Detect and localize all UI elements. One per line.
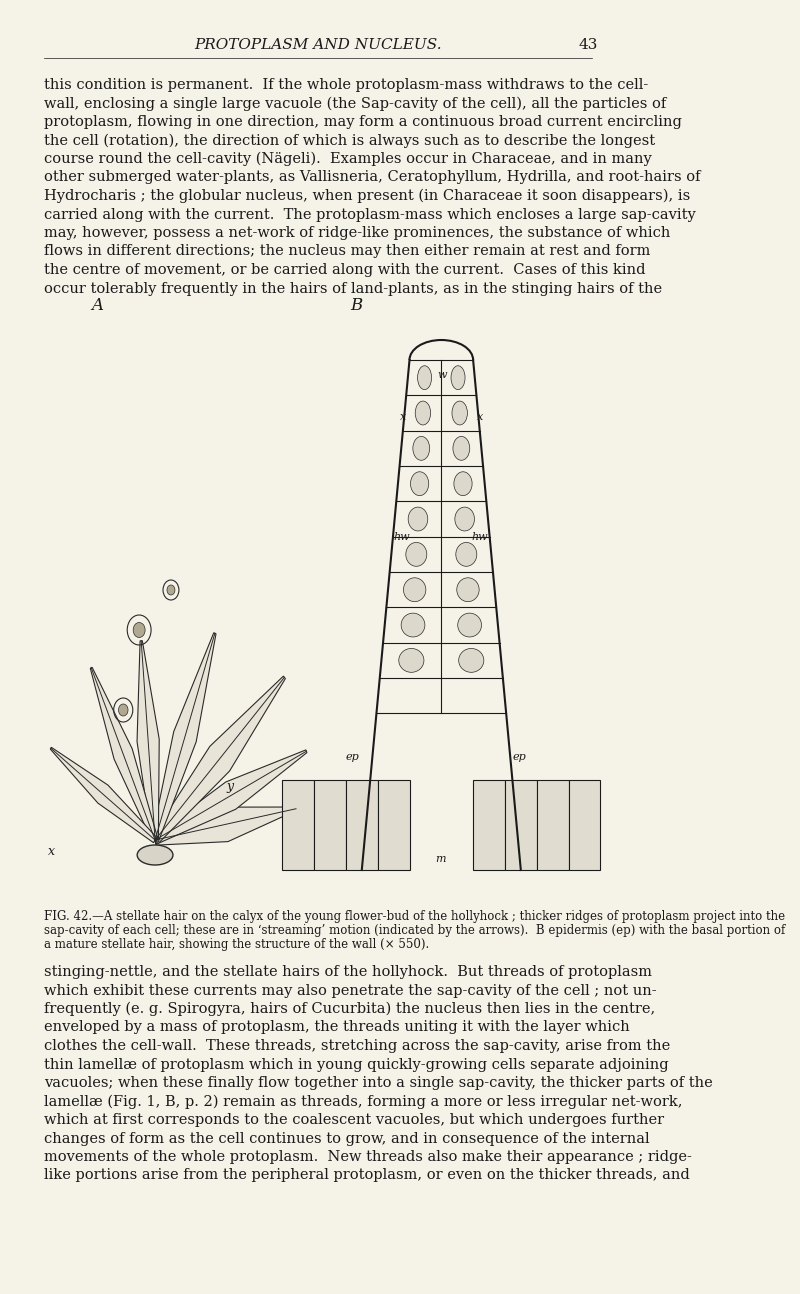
Ellipse shape	[457, 578, 479, 602]
Text: vacuoles; when these finally flow together into a single sap-cavity, the thicker: vacuoles; when these finally flow togeth…	[44, 1077, 713, 1090]
Polygon shape	[90, 668, 158, 841]
Polygon shape	[154, 807, 296, 845]
Text: which at first corresponds to the coalescent vacuoles, but which undergoes furth: which at first corresponds to the coales…	[44, 1113, 664, 1127]
Ellipse shape	[410, 472, 429, 496]
Circle shape	[118, 704, 128, 716]
Text: other submerged water-plants, as Vallisneria, Ceratophyllum, Hydrilla, and root-: other submerged water-plants, as Vallisn…	[44, 171, 700, 185]
Ellipse shape	[453, 436, 470, 461]
Text: sap-cavity of each cell; these are in ‘streaming’ motion (indicated by the arrow: sap-cavity of each cell; these are in ‘s…	[44, 924, 785, 937]
Text: flows in different directions; the nucleus may then either remain at rest and fo: flows in different directions; the nucle…	[44, 245, 650, 259]
Polygon shape	[50, 748, 157, 842]
Polygon shape	[314, 780, 346, 870]
Polygon shape	[346, 780, 378, 870]
Ellipse shape	[401, 613, 425, 637]
Text: x: x	[400, 411, 406, 422]
Polygon shape	[378, 780, 410, 870]
Text: clothes the cell-wall.  These threads, stretching across the sap-cavity, arise f: clothes the cell-wall. These threads, st…	[44, 1039, 670, 1053]
Text: m: m	[435, 854, 446, 864]
Polygon shape	[154, 751, 307, 844]
Ellipse shape	[413, 436, 430, 461]
Text: this condition is permanent.  If the whole protoplasm-mass withdraws to the cell: this condition is permanent. If the whol…	[44, 78, 648, 92]
Text: changes of form as the cell continues to grow, and in consequence of the interna: changes of form as the cell continues to…	[44, 1131, 650, 1145]
Ellipse shape	[458, 613, 482, 637]
Polygon shape	[505, 780, 537, 870]
Text: carried along with the current.  The protoplasm-mass which encloses a large sap-: carried along with the current. The prot…	[44, 207, 695, 221]
Text: y: y	[226, 780, 234, 793]
Circle shape	[133, 622, 145, 638]
Text: a mature stellate hair, showing the structure of the wall (× 550).: a mature stellate hair, showing the stru…	[44, 938, 429, 951]
Ellipse shape	[456, 542, 477, 567]
Circle shape	[167, 585, 175, 595]
Polygon shape	[152, 677, 286, 844]
Ellipse shape	[398, 648, 424, 673]
Text: hw: hw	[471, 532, 488, 542]
Text: stinging-nettle, and the stellate hairs of the hollyhock.  But threads of protop: stinging-nettle, and the stellate hairs …	[44, 965, 652, 980]
Ellipse shape	[455, 507, 474, 531]
Ellipse shape	[406, 542, 427, 567]
Text: x: x	[48, 845, 54, 858]
Text: movements of the whole protoplasm.  New threads also make their appearance ; rid: movements of the whole protoplasm. New t…	[44, 1150, 692, 1165]
Ellipse shape	[137, 845, 173, 864]
Text: enveloped by a mass of protoplasm, the threads uniting it with the layer which: enveloped by a mass of protoplasm, the t…	[44, 1021, 630, 1034]
Text: which exhibit these currents may also penetrate the sap-cavity of the cell ; not: which exhibit these currents may also pe…	[44, 983, 656, 998]
Text: course round the cell-cavity (Nägeli).  Examples occur in Characeae, and in many: course round the cell-cavity (Nägeli). E…	[44, 151, 651, 167]
Text: ep: ep	[346, 752, 360, 762]
Text: x: x	[477, 411, 483, 422]
Text: B: B	[350, 298, 362, 314]
Text: occur tolerably frequently in the hairs of land-plants, as in the stinging hairs: occur tolerably frequently in the hairs …	[44, 282, 662, 295]
Ellipse shape	[418, 366, 432, 389]
Text: wall, enclosing a single large vacuole (the Sap-cavity of the cell), all the par: wall, enclosing a single large vacuole (…	[44, 97, 666, 111]
Polygon shape	[152, 633, 216, 841]
Text: hw: hw	[394, 532, 410, 542]
Text: thin lamellæ of protoplasm which in young quickly-growing cells separate adjoini: thin lamellæ of protoplasm which in youn…	[44, 1057, 668, 1071]
Text: PROTOPLASM AND NUCLEUS.: PROTOPLASM AND NUCLEUS.	[194, 38, 442, 52]
Text: A: A	[91, 298, 103, 314]
Polygon shape	[537, 780, 569, 870]
Ellipse shape	[403, 578, 426, 602]
Ellipse shape	[408, 507, 428, 531]
Polygon shape	[569, 780, 600, 870]
Polygon shape	[282, 780, 314, 870]
Text: protoplasm, flowing in one direction, may form a continuous broad current encirc: protoplasm, flowing in one direction, ma…	[44, 115, 682, 129]
Text: w: w	[438, 370, 447, 380]
Text: frequently (e. g. Spirogyra, hairs of Cucurbita) the nucleus then lies in the ce: frequently (e. g. Spirogyra, hairs of Cu…	[44, 1002, 655, 1016]
Ellipse shape	[415, 401, 430, 424]
Text: 43: 43	[578, 38, 598, 52]
Text: FIG. 42.—A stellate hair on the calyx of the young flower-bud of the hollyhock ;: FIG. 42.—A stellate hair on the calyx of…	[44, 910, 785, 923]
Ellipse shape	[458, 648, 484, 673]
Ellipse shape	[454, 472, 472, 496]
Text: the cell (rotation), the direction of which is always such as to describe the lo: the cell (rotation), the direction of wh…	[44, 133, 655, 148]
Text: ep: ep	[513, 752, 526, 762]
Polygon shape	[137, 641, 159, 840]
Text: like portions arise from the peripheral protoplasm, or even on the thicker threa: like portions arise from the peripheral …	[44, 1168, 690, 1183]
Ellipse shape	[451, 366, 465, 389]
Text: lamellæ (Fig. 1, B, p. 2) remain as threads, forming a more or less irregular ne: lamellæ (Fig. 1, B, p. 2) remain as thre…	[44, 1095, 682, 1109]
Text: Hydrocharis ; the globular nucleus, when present (in Characeae it soon disappear: Hydrocharis ; the globular nucleus, when…	[44, 189, 690, 203]
Ellipse shape	[452, 401, 467, 424]
Text: the centre of movement, or be carried along with the current.  Cases of this kin: the centre of movement, or be carried al…	[44, 263, 646, 277]
Polygon shape	[473, 780, 505, 870]
Text: may, however, possess a net-work of ridge-like prominences, the substance of whi: may, however, possess a net-work of ridg…	[44, 226, 670, 239]
